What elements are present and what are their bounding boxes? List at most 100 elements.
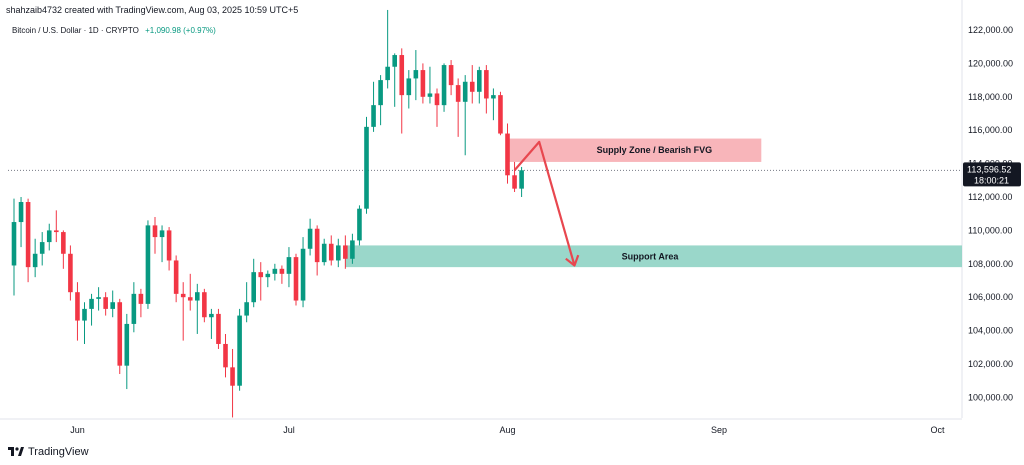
price-chart[interactable]: Supply Zone / Bearish FVG Support Area 12… xyxy=(0,0,1024,440)
support-zone xyxy=(345,245,963,268)
candle xyxy=(39,232,45,266)
candle xyxy=(455,78,461,137)
candle xyxy=(300,237,306,308)
y-axis-tick-label: 112,000.00 xyxy=(968,192,1012,202)
candle xyxy=(505,123,510,184)
candle-body xyxy=(350,240,355,259)
candle-body xyxy=(399,55,405,96)
candle-body xyxy=(187,297,193,301)
candle-body xyxy=(286,257,292,274)
candle xyxy=(180,282,186,341)
y-axis-tick-label: 120,000.00 xyxy=(968,58,1013,68)
candle-body xyxy=(46,230,52,243)
candle-body xyxy=(244,302,249,316)
candle-body xyxy=(223,343,228,368)
candle xyxy=(110,290,115,318)
candle xyxy=(307,218,313,256)
candle-body xyxy=(371,105,376,127)
candle xyxy=(469,65,475,104)
candle xyxy=(209,308,214,339)
candle xyxy=(434,88,440,127)
candle xyxy=(173,255,179,303)
candle-body xyxy=(420,70,426,97)
candle xyxy=(124,313,130,390)
y-axis-tick-label: 102,000.00 xyxy=(968,359,1013,369)
y-axis-tick-label: 106,000.00 xyxy=(968,292,1013,302)
candle-body xyxy=(300,248,306,301)
candle xyxy=(364,116,369,214)
candle-body xyxy=(321,243,327,263)
candle xyxy=(258,262,264,301)
candle-body xyxy=(427,93,433,97)
x-axis: Jun Jul Aug Sep Oct xyxy=(70,425,945,435)
candle-body xyxy=(96,297,101,299)
candle-body xyxy=(131,293,137,324)
tradingview-logo-icon xyxy=(8,445,24,459)
candle xyxy=(152,217,158,254)
candle xyxy=(159,225,165,263)
candle-body xyxy=(512,175,517,189)
projection-arrowhead xyxy=(565,254,580,267)
candle xyxy=(286,247,292,288)
symbol-info: Bitcoin / U.S. Dollar · 1D · CRYPTO +1,0… xyxy=(12,26,216,35)
supply-zone-label: Supply Zone / Bearish FVG xyxy=(597,145,713,155)
y-axis-tick-label: 122,000.00 xyxy=(968,25,1013,35)
candle xyxy=(251,258,256,308)
candle xyxy=(195,283,200,334)
footer-brand[interactable]: TradingView xyxy=(8,445,89,459)
candle-body xyxy=(39,242,45,254)
candle-body xyxy=(251,272,256,303)
candle xyxy=(357,205,362,246)
candle-countdown: 18:00:21 xyxy=(974,175,1009,185)
candle xyxy=(462,75,468,156)
candle-body xyxy=(392,55,397,67)
candle-body xyxy=(307,228,313,249)
candle xyxy=(46,223,52,251)
projection-path xyxy=(513,140,576,266)
candle xyxy=(138,288,144,318)
candle-body xyxy=(498,95,503,134)
candle xyxy=(145,220,151,309)
candle-body xyxy=(145,225,151,304)
candle-body xyxy=(110,302,115,309)
candle-body xyxy=(328,243,334,261)
chart-overlays xyxy=(513,140,580,267)
candle xyxy=(350,233,355,264)
current-price-label: 113,596.52 xyxy=(967,164,1011,174)
candle-body xyxy=(54,230,59,233)
y-axis-tick-label: 116,000.00 xyxy=(968,125,1012,135)
candle xyxy=(32,238,38,278)
candle-body xyxy=(216,313,221,344)
candle-body xyxy=(505,133,510,176)
symbol-name: Bitcoin / U.S. Dollar · 1D · CRYPTO xyxy=(12,26,139,35)
candle xyxy=(293,253,299,306)
candle xyxy=(498,91,503,136)
candle xyxy=(413,50,419,101)
candle-body xyxy=(279,268,285,274)
candle-body xyxy=(103,297,108,309)
candle-body xyxy=(11,222,17,266)
x-axis-tick-label: Aug xyxy=(499,425,515,435)
candle-body xyxy=(32,253,38,268)
candle-body xyxy=(166,230,172,261)
candle-body xyxy=(491,95,496,99)
candle xyxy=(399,48,405,134)
candle-body xyxy=(448,65,454,86)
candle xyxy=(371,81,376,132)
candles xyxy=(11,9,524,418)
candle-body xyxy=(89,298,94,309)
candle-body xyxy=(272,268,278,274)
candle-body xyxy=(25,202,31,268)
x-axis-tick-label: Sep xyxy=(711,425,727,435)
candle xyxy=(75,282,80,341)
candle-body xyxy=(406,78,412,96)
tradingview-brand: TradingView xyxy=(28,446,89,458)
candle xyxy=(314,225,320,276)
candle-body xyxy=(230,367,235,386)
candle-body xyxy=(82,308,87,321)
y-axis-tick-label: 108,000.00 xyxy=(968,259,1013,269)
candle-body xyxy=(455,85,461,102)
candle xyxy=(25,198,31,283)
candle-body xyxy=(413,70,419,79)
candle-body xyxy=(469,81,475,92)
